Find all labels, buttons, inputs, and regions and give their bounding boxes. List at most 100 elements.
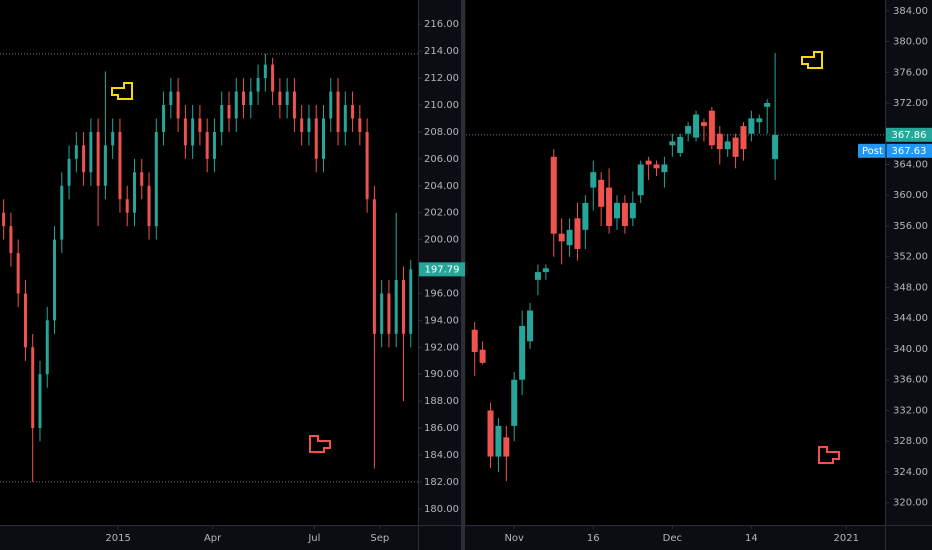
candle-body [471, 329, 478, 353]
y-tick-label: 194.00 [424, 315, 459, 326]
x-tick-label: Sep [370, 533, 389, 544]
candle-body [724, 141, 731, 150]
candle-body [154, 131, 158, 227]
hand-icon [111, 51, 823, 100]
hand-icon [309, 435, 840, 464]
candle-body [74, 145, 78, 159]
candle-body [550, 156, 557, 234]
candle-body [409, 269, 413, 334]
candle-body [336, 91, 340, 132]
candle-body [132, 172, 136, 213]
candle-body [613, 202, 620, 219]
y-tick-label: 372.00 [893, 98, 928, 109]
candle-body [495, 425, 502, 457]
y-tick-label: 188.00 [424, 396, 459, 407]
candle-body [242, 91, 246, 105]
candle-body [205, 131, 209, 159]
last-price-box [886, 127, 932, 142]
last-price-label: 197.79 [425, 264, 460, 275]
y-tick-label: 216.00 [424, 19, 459, 30]
x-tick-label: Dec [663, 533, 682, 544]
candle-body [351, 105, 355, 119]
x-tick-label: Nov [504, 533, 524, 544]
plot-area [0, 0, 418, 525]
candle-body [227, 105, 231, 119]
x-tick-label: 2015 [105, 533, 130, 544]
candle-body [53, 239, 57, 321]
candle-body [198, 118, 202, 132]
y-tick-label: 320.00 [893, 498, 928, 509]
candle-body [234, 91, 238, 119]
candle-body [637, 164, 644, 196]
y-tick-label: 214.00 [424, 46, 459, 57]
candle-body [629, 202, 636, 219]
candle-body [401, 280, 405, 334]
candle-body [191, 118, 195, 146]
candle-body [693, 114, 700, 138]
candle-body [103, 145, 107, 186]
candle-body [23, 293, 27, 348]
y-tick-label: 192.00 [424, 342, 459, 353]
candle-body [606, 187, 613, 226]
post-label: Post [862, 146, 883, 157]
candle-body [708, 110, 715, 146]
candle-body [321, 118, 325, 159]
candle-body [147, 185, 151, 227]
candle-body [387, 293, 391, 334]
candle-body [16, 253, 20, 294]
candle-body [394, 280, 398, 334]
post-box [858, 143, 932, 158]
candle-body [82, 145, 86, 173]
y-tick-label: 348.00 [893, 282, 928, 293]
candle-body [38, 374, 42, 429]
plot-area [466, 0, 885, 525]
candle-body [487, 410, 494, 457]
candle-body [756, 118, 763, 123]
x-tick-label: Jul [307, 533, 320, 544]
y-tick-label: 324.00 [893, 467, 928, 478]
y-tick-label: 332.00 [893, 405, 928, 416]
candle-body [31, 347, 35, 429]
candle-body [621, 202, 628, 226]
y-tick-label: 336.00 [893, 375, 928, 386]
candle-body [764, 103, 771, 107]
y-tick-label: 190.00 [424, 369, 459, 380]
candle-body [307, 118, 311, 132]
x-tick-label: 2021 [834, 533, 859, 544]
y-tick-label: 328.00 [893, 436, 928, 447]
y-tick-label: 340.00 [893, 344, 928, 355]
candle-body [574, 218, 581, 250]
candle-body [176, 91, 180, 119]
candle-body [519, 325, 526, 380]
candle-body [772, 134, 779, 160]
candle-body [125, 199, 129, 213]
candle-body [527, 310, 534, 342]
y-tick-label: 180.00 [424, 504, 459, 515]
candle-body [558, 233, 565, 242]
candle-body [263, 64, 267, 79]
y-tick-label: 206.00 [424, 154, 459, 165]
candle-body [329, 91, 333, 119]
y-tick-label: 204.00 [424, 181, 459, 192]
y-tick-label: 196.00 [424, 288, 459, 299]
candle-body [598, 179, 605, 207]
candle-body [534, 272, 541, 280]
y-tick-label: 208.00 [424, 127, 459, 138]
candle-body [677, 136, 684, 153]
y-tick-label: 344.00 [893, 313, 928, 324]
candle-body [365, 131, 369, 200]
candle-body [212, 131, 216, 159]
candle-body [249, 91, 253, 105]
candle-body [566, 229, 573, 246]
candle-body [45, 320, 49, 375]
candle-body [60, 185, 64, 240]
x-tick-label: Apr [204, 533, 222, 544]
y-tick-label: 352.00 [893, 252, 928, 263]
y-tick-label: 364.00 [893, 159, 928, 170]
y-tick-label: 384.00 [893, 6, 928, 17]
last-price-label: 367.86 [892, 130, 927, 141]
candle-body [380, 293, 384, 334]
candle-body [748, 118, 755, 134]
